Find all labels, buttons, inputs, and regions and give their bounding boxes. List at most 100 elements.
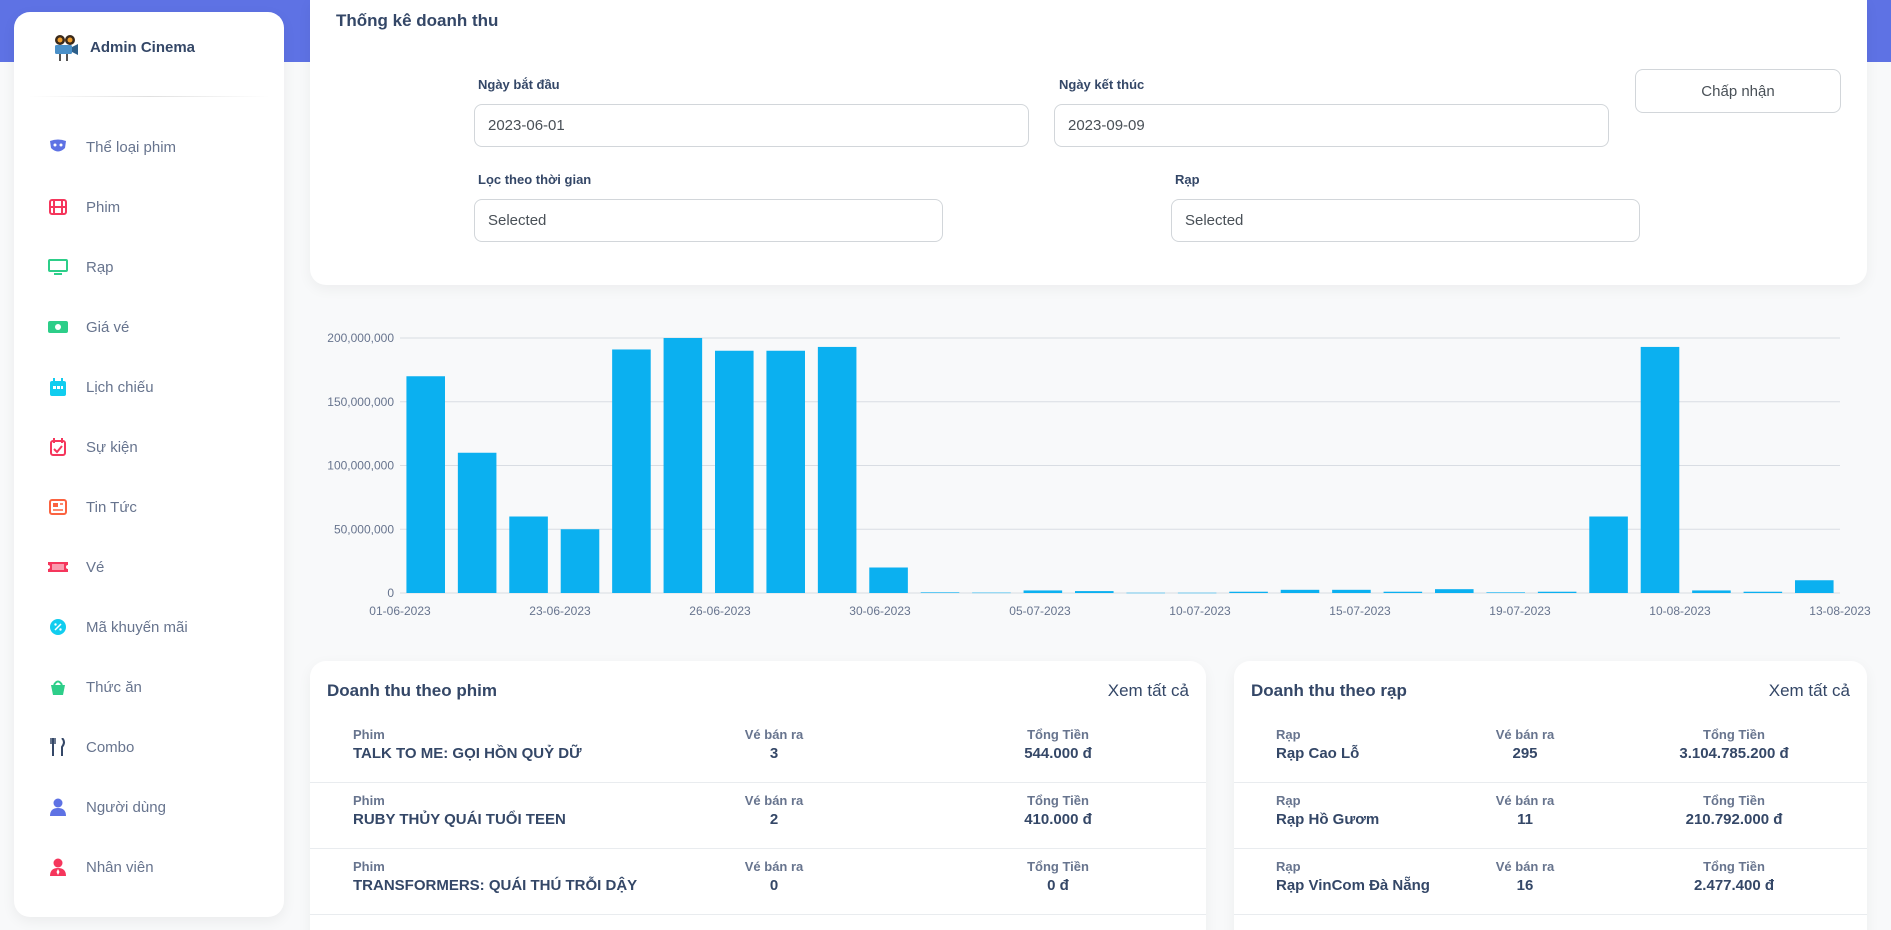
sidebar-item-film[interactable]: Phim bbox=[14, 177, 284, 237]
movie-view-all-link[interactable]: Xem tất cả bbox=[1107, 681, 1189, 700]
cinema-revenue-card: Doanh thu theo rạp Xem tất cả Rạp Rạp Cao… bbox=[1234, 661, 1867, 930]
x-tick-label: 01-06-2023 bbox=[369, 604, 431, 618]
table-cell: Rạp Rạp VinCom Đà Nẵng bbox=[1276, 859, 1430, 894]
chart-bar bbox=[1075, 591, 1114, 593]
table-cell: Tổng Tiền 0 đ bbox=[1027, 859, 1089, 894]
cell-value: 544.000 đ bbox=[1024, 745, 1092, 762]
table-cell: Rạp Rạp Cao Lỗ bbox=[1276, 727, 1359, 762]
table-cell: Phim TRANSFORMERS: QUÁI THÚ TRỖI DẬY bbox=[353, 859, 637, 894]
calendar-icon bbox=[48, 377, 68, 397]
cell-value: 2.477.400 đ bbox=[1693, 877, 1775, 894]
chart-bar bbox=[663, 338, 703, 593]
sidebar-item-user-tie[interactable]: Nhân viên bbox=[14, 837, 284, 897]
movie-revenue-card: Doanh thu theo phim Xem tất cả Phim TALK … bbox=[310, 661, 1206, 930]
table-cell: Vé bán ra 0 bbox=[745, 859, 804, 894]
sidebar-item-ticket[interactable]: Vé bbox=[14, 537, 284, 597]
time-filter-select[interactable]: Selected bbox=[474, 199, 943, 242]
utensils-icon bbox=[48, 737, 68, 757]
chart-bar bbox=[1126, 592, 1165, 594]
cell-header: Vé bán ra bbox=[744, 859, 804, 874]
cell-header: Vé bán ra bbox=[1495, 727, 1555, 742]
sidebar-item-basket[interactable]: Thức ăn bbox=[14, 657, 284, 717]
table-cell: Tổng Tiền 210.792.000 đ bbox=[1686, 793, 1783, 828]
start-date-label: Ngày bắt đầu bbox=[478, 77, 560, 92]
sidebar-item-badge-percent[interactable]: Mã khuyến mãi bbox=[14, 597, 284, 657]
y-tick-label: 200,000,000 bbox=[327, 331, 394, 345]
revenue-chart: 0 50,000,000 100,000,000 150,000,000 200,000… bbox=[310, 322, 1880, 632]
chart-bar bbox=[920, 592, 960, 593]
cell-value: 0 bbox=[769, 877, 779, 894]
basket-icon bbox=[48, 677, 68, 697]
calendar-check-icon bbox=[48, 437, 68, 457]
cell-value: RUBY THỦY QUÁI TUỔI TEEN bbox=[353, 811, 566, 828]
cell-header: Vé bán ra bbox=[1495, 859, 1555, 874]
x-tick-label: 10-08-2023 bbox=[1649, 604, 1711, 618]
cell-value: Rạp VinCom Đà Nẵng bbox=[1276, 877, 1430, 894]
sidebar-item-label: Giá vé bbox=[86, 318, 130, 336]
cinema-filter-label: Rạp bbox=[1175, 172, 1200, 187]
y-tick-label: 100,000,000 bbox=[327, 459, 394, 473]
x-tick-label: 10-07-2023 bbox=[1169, 604, 1231, 618]
cell-header: Tổng Tiền bbox=[1027, 859, 1089, 874]
sidebar-item-label: Người dùng bbox=[86, 798, 166, 816]
chart-bar bbox=[1640, 346, 1680, 593]
sidebar-item-label: Rạp bbox=[86, 258, 114, 276]
sidebar-item-newspaper[interactable]: Tin Tức bbox=[14, 477, 284, 537]
monitor-icon bbox=[48, 257, 68, 277]
revenue-filter-card: Thống kê doanh thu Ngày bắt đầu 2023-06-… bbox=[310, 0, 1867, 285]
table-cell: Phim RUBY THỦY QUÁI TUỔI TEEN bbox=[353, 793, 566, 828]
x-tick-label: 26-06-2023 bbox=[689, 604, 751, 618]
table-cell: Vé bán ra 2 bbox=[745, 793, 804, 828]
divider bbox=[28, 96, 270, 97]
chart-bar bbox=[869, 567, 908, 593]
cell-value: 410.000 đ bbox=[1024, 811, 1092, 828]
start-date-input[interactable]: 2023-06-01 bbox=[474, 104, 1029, 147]
table-row: Phim TALK TO ME: GỌI HỒN QUỶ DỮ Vé bán ra 3… bbox=[310, 717, 1206, 783]
sidebar-item-calendar-check[interactable]: Sự kiện bbox=[14, 417, 284, 477]
sidebar-item-user[interactable]: Người dùng bbox=[14, 777, 284, 837]
sidebar-item-label: Sự kiện bbox=[86, 438, 138, 456]
sidebar-item-calendar[interactable]: Lịch chiếu bbox=[14, 357, 284, 417]
cell-value: 3.104.785.200 đ bbox=[1679, 745, 1789, 762]
chart-bar bbox=[1537, 591, 1577, 593]
chart-bar bbox=[1435, 589, 1474, 593]
sidebar-item-masks[interactable]: Thể loại phim bbox=[14, 117, 284, 177]
chart-bar bbox=[1229, 591, 1268, 593]
cell-header: Tổng Tiền bbox=[1703, 859, 1765, 874]
cinema-view-all-link[interactable]: Xem tất cả bbox=[1768, 681, 1850, 700]
x-tick-label: 05-07-2023 bbox=[1009, 604, 1071, 618]
chart-bar bbox=[560, 529, 600, 593]
sidebar-item-money[interactable]: Giá vé bbox=[14, 297, 284, 357]
table-row: Rạp Rạp Cao Lỗ Vé bán ra 295 Tổng Tiền 3.104.… bbox=[1234, 717, 1867, 783]
badge-percent-icon bbox=[48, 617, 68, 637]
user-tie-icon bbox=[48, 857, 68, 877]
cell-header: Phim bbox=[353, 859, 385, 874]
ticket-icon bbox=[48, 557, 68, 577]
cell-header: Vé bán ra bbox=[744, 727, 804, 742]
chart-bar bbox=[1589, 516, 1628, 593]
x-tick-label: 15-07-2023 bbox=[1329, 604, 1391, 618]
cell-header: Tổng Tiền bbox=[1027, 727, 1089, 742]
cell-header: Phim bbox=[353, 727, 385, 742]
sidebar-nav: Thể loại phim Phim Rạp Giá vé Lịch chiếu Sự k… bbox=[14, 117, 284, 897]
table-cell: Tổng Tiền 2.477.400 đ bbox=[1694, 859, 1774, 894]
revenue-bar-chart: 0 50,000,000 100,000,000 150,000,000 200,000… bbox=[327, 331, 1871, 618]
table-cell: Tổng Tiền 410.000 đ bbox=[1024, 793, 1092, 828]
cell-value: 295 bbox=[1512, 745, 1538, 762]
table-row: Rạp Rạp Hồ Gươm Vé bán ra 11 Tổng Tiền 210.79… bbox=[1234, 783, 1867, 849]
cell-header: Rạp bbox=[1276, 727, 1301, 742]
sidebar-item-utensils[interactable]: Combo bbox=[14, 717, 284, 777]
end-date-input[interactable]: 2023-09-09 bbox=[1054, 104, 1609, 147]
cell-header: Phim bbox=[353, 793, 385, 808]
y-tick-label: 150,000,000 bbox=[327, 395, 394, 409]
sidebar-item-monitor[interactable]: Rạp bbox=[14, 237, 284, 297]
sidebar-item-label: Nhân viên bbox=[86, 858, 154, 876]
y-tick-label: 0 bbox=[387, 586, 394, 600]
table-cell: Rạp Rạp Hồ Gươm bbox=[1276, 793, 1379, 828]
money-icon bbox=[48, 317, 68, 337]
film-icon bbox=[48, 197, 68, 217]
brand[interactable]: Admin Cinema bbox=[14, 12, 284, 82]
accept-button[interactable]: Chấp nhận bbox=[1635, 69, 1841, 113]
x-tick-label: 19-07-2023 bbox=[1489, 604, 1551, 618]
cinema-filter-select[interactable]: Selected bbox=[1171, 199, 1640, 242]
